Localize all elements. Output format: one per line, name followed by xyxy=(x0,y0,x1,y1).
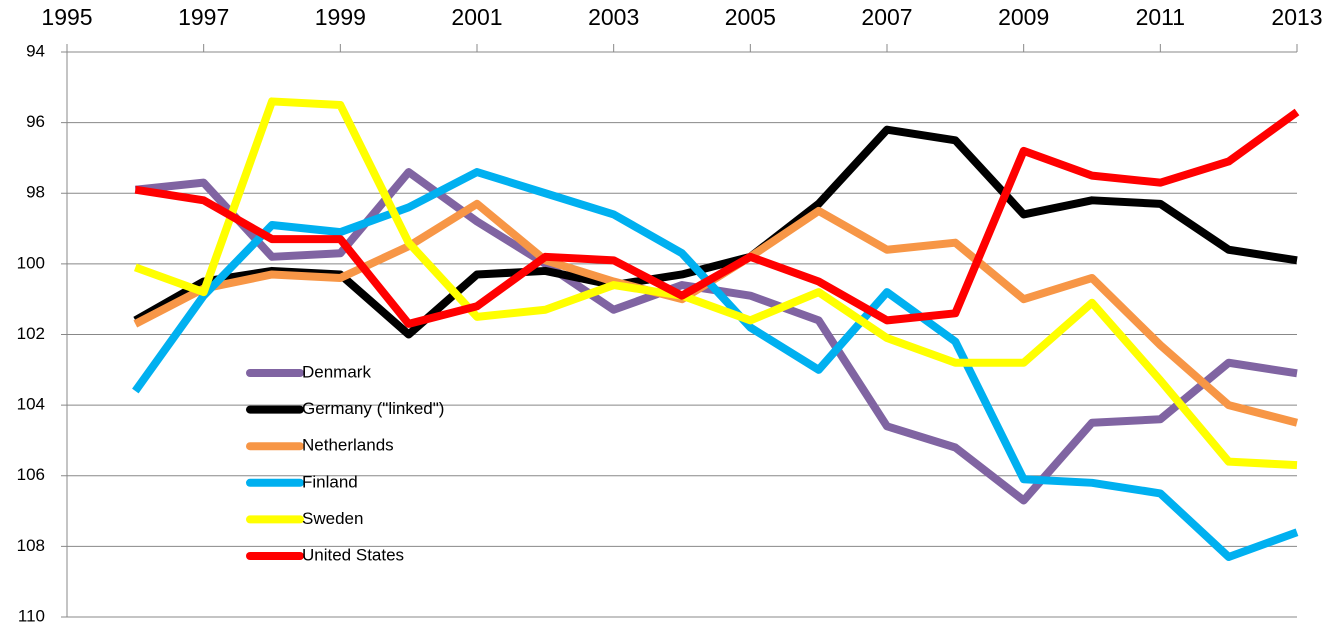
x-tick-label: 1999 xyxy=(315,4,366,30)
y-tick-label: 98 xyxy=(26,183,45,202)
y-tick-label: 106 xyxy=(17,465,45,484)
series-line xyxy=(134,108,1300,328)
y-tick-label: 102 xyxy=(17,324,45,343)
x-tick-label: 1997 xyxy=(178,4,229,30)
y-tick-label: 108 xyxy=(17,536,45,555)
x-tick-label: 2005 xyxy=(725,4,776,30)
series-line xyxy=(133,97,1298,470)
x-tick-label: 2007 xyxy=(861,4,912,30)
x-tick-label: 2013 xyxy=(1271,4,1322,30)
legend-label: Finland xyxy=(302,472,358,491)
legend-label: Denmark xyxy=(302,362,371,381)
x-tick-label: 2011 xyxy=(1136,4,1185,30)
legend-label: Germany ("linked") xyxy=(302,399,444,418)
x-tick-label: 1995 xyxy=(41,4,92,30)
series-line xyxy=(132,168,1299,561)
y-tick-label: 94 xyxy=(26,41,45,60)
y-tick-label: 104 xyxy=(17,395,45,414)
y-tick-label: 110 xyxy=(18,606,45,625)
x-tick-label: 2003 xyxy=(588,4,639,30)
legend-label: United States xyxy=(302,545,404,564)
legend-label: Netherlands xyxy=(302,436,394,455)
x-tick-label: 2009 xyxy=(998,4,1049,30)
legend-label: Sweden xyxy=(302,509,363,528)
y-tick-label: 96 xyxy=(26,112,45,131)
x-tick-label: 2001 xyxy=(451,4,502,30)
y-tick-label: 100 xyxy=(17,253,45,272)
